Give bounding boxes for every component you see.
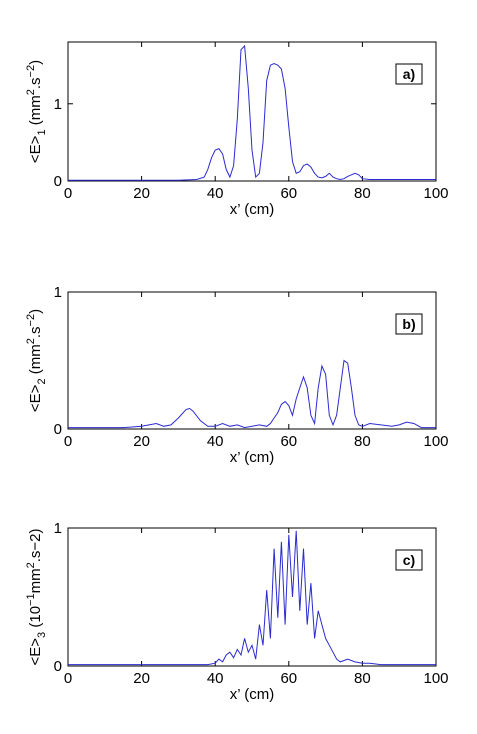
x-tick-label: 40 — [207, 670, 224, 687]
y-tick-label: 0 — [54, 173, 62, 190]
panel-tag-box — [395, 549, 423, 571]
x-tick-label: 60 — [280, 433, 297, 450]
y-tick-label: 0 — [54, 421, 62, 438]
panel-2: 0 20 40 60 80 100 0 1 x’ (cm) <E>2 (mm2.s−2) b) — [25, 284, 449, 466]
x-axis-title: x’ (cm) — [230, 686, 274, 703]
y-axis-title: <E>1 (mm2.s−2) — [25, 60, 48, 163]
x-tick-label: 0 — [64, 185, 72, 202]
series-line — [68, 359, 436, 429]
x-axis-title: x’ (cm) — [230, 201, 274, 218]
plot-frame — [67, 291, 437, 430]
plot-frame — [67, 41, 437, 182]
y-tick-label: 1 — [54, 520, 62, 537]
plot-frame — [67, 527, 437, 667]
panel-1: 0 20 40 60 80 100 0 1 x’ (cm) <E>1 (mm2.s−2) a) — [25, 41, 449, 218]
x-tick-label: 80 — [354, 185, 371, 202]
x-tick-label: 20 — [133, 185, 150, 202]
panel-tag: a) — [403, 66, 415, 82]
series-line — [68, 44, 436, 181]
x-tick-label: 100 — [423, 433, 448, 450]
y-tick-label: 1 — [54, 96, 62, 113]
x-tick-label: 60 — [280, 670, 297, 687]
x-tick-label: 100 — [423, 185, 448, 202]
panel-tag: c) — [403, 552, 415, 568]
x-axis-title: x’ (cm) — [230, 449, 274, 466]
panel-tag-box — [395, 63, 423, 85]
y-axis-title: <E>2 (mm2.s−2) — [25, 309, 48, 412]
y-tick-label: 1 — [54, 284, 62, 301]
panel-tag: b) — [402, 316, 415, 332]
x-tick-label: 20 — [133, 670, 150, 687]
x-tick-label: 0 — [64, 670, 72, 687]
x-tick-label: 80 — [354, 670, 371, 687]
y-axis-title: <E>3 (10−1mm2.s−2) — [25, 529, 48, 666]
x-tick-label: 60 — [280, 185, 297, 202]
y-tick-label: 0 — [54, 658, 62, 675]
x-tick-label: 100 — [423, 670, 448, 687]
x-tick-label: 0 — [64, 433, 72, 450]
panel-3: 0 20 40 60 80 100 0 1 x’ (cm) <E>3 (10−1mm2.s−2) c… — [25, 520, 449, 703]
x-tick-label: 40 — [207, 433, 224, 450]
x-tick-label: 40 — [207, 185, 224, 202]
series-line — [68, 530, 436, 666]
x-tick-label: 80 — [354, 433, 371, 450]
x-tick-label: 20 — [133, 433, 150, 450]
panel-tag-box — [395, 313, 423, 335]
